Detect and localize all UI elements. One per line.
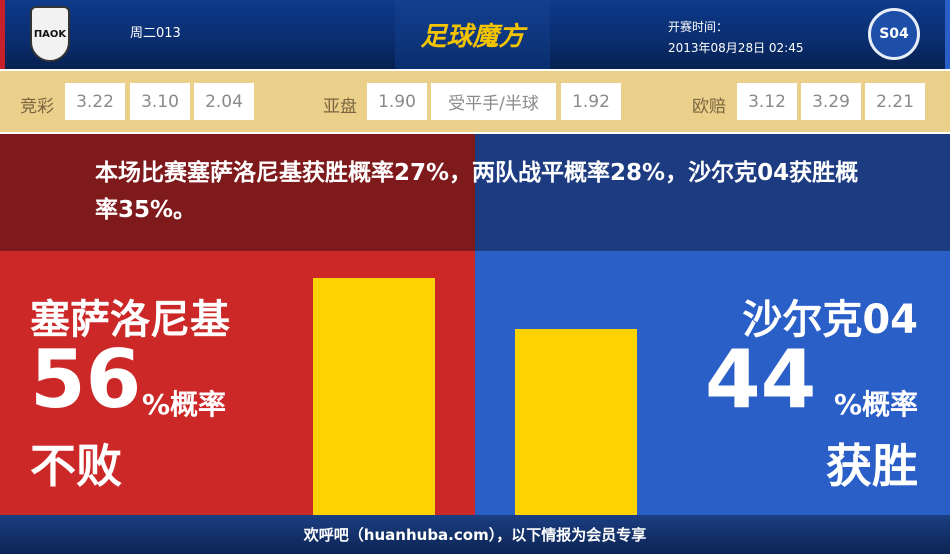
asian-handicap: 受平手/半球 xyxy=(431,83,556,120)
away-percentage: 44 xyxy=(705,333,817,426)
jingcai-label: 竞彩 xyxy=(20,97,54,117)
match-code: 周二013 xyxy=(130,26,181,41)
home-outcome: 不败 xyxy=(30,439,122,493)
away-probability-bar xyxy=(515,328,637,515)
asian-label: 亚盘 xyxy=(323,97,357,117)
summary-band-home xyxy=(0,134,475,251)
euro-draw-odds: 3.29 xyxy=(801,83,861,120)
home-team-logo: ΠΑΟΚ xyxy=(30,6,70,62)
away-percentage-suffix: %概率 xyxy=(833,388,918,421)
away-team-name: 沙尔克04 xyxy=(742,297,918,343)
asian-away-odds: 1.92 xyxy=(561,83,621,120)
footer-banner[interactable]: 欢呼吧（huanhuba.com），以下情报为会员专享 xyxy=(0,515,950,554)
probability-summary: 本场比赛塞萨洛尼基获胜概率27%，两队战平概率28%，沙尔克04获胜概率35%。 xyxy=(95,160,859,223)
kickoff-time: 2013年08月28日 02:45 xyxy=(668,41,804,55)
home-probability-bar xyxy=(313,278,435,515)
match-header: ΠΑΟΚ 周二013 足球魔方 开赛时间： 2013年08月28日 02:45 … xyxy=(0,0,950,69)
odds-bar: 竞彩 3.22 3.10 2.04 亚盘 1.90 受平手/半球 1.92 欧赔… xyxy=(0,69,950,132)
jingcai-draw-odds: 3.10 xyxy=(130,83,190,120)
euro-away-odds: 2.21 xyxy=(865,83,925,120)
jingcai-home-odds: 3.22 xyxy=(65,83,125,120)
asian-home-odds: 1.90 xyxy=(367,83,427,120)
jingcai-away-odds: 2.04 xyxy=(194,83,254,120)
brand-logo: 足球魔方 xyxy=(395,0,550,69)
away-outcome: 获胜 xyxy=(826,439,918,493)
summary-band-away xyxy=(475,134,950,251)
home-percentage: 56 xyxy=(30,333,142,426)
home-percentage-suffix: %概率 xyxy=(142,388,227,421)
euro-label: 欧赔 xyxy=(692,97,726,117)
kickoff-label: 开赛时间： xyxy=(668,20,729,34)
euro-home-odds: 3.12 xyxy=(737,83,797,120)
away-team-logo: S04 xyxy=(868,8,920,60)
home-team-name: 塞萨洛尼基 xyxy=(30,297,230,343)
home-color-stripe xyxy=(0,0,5,69)
away-color-stripe xyxy=(945,0,950,69)
